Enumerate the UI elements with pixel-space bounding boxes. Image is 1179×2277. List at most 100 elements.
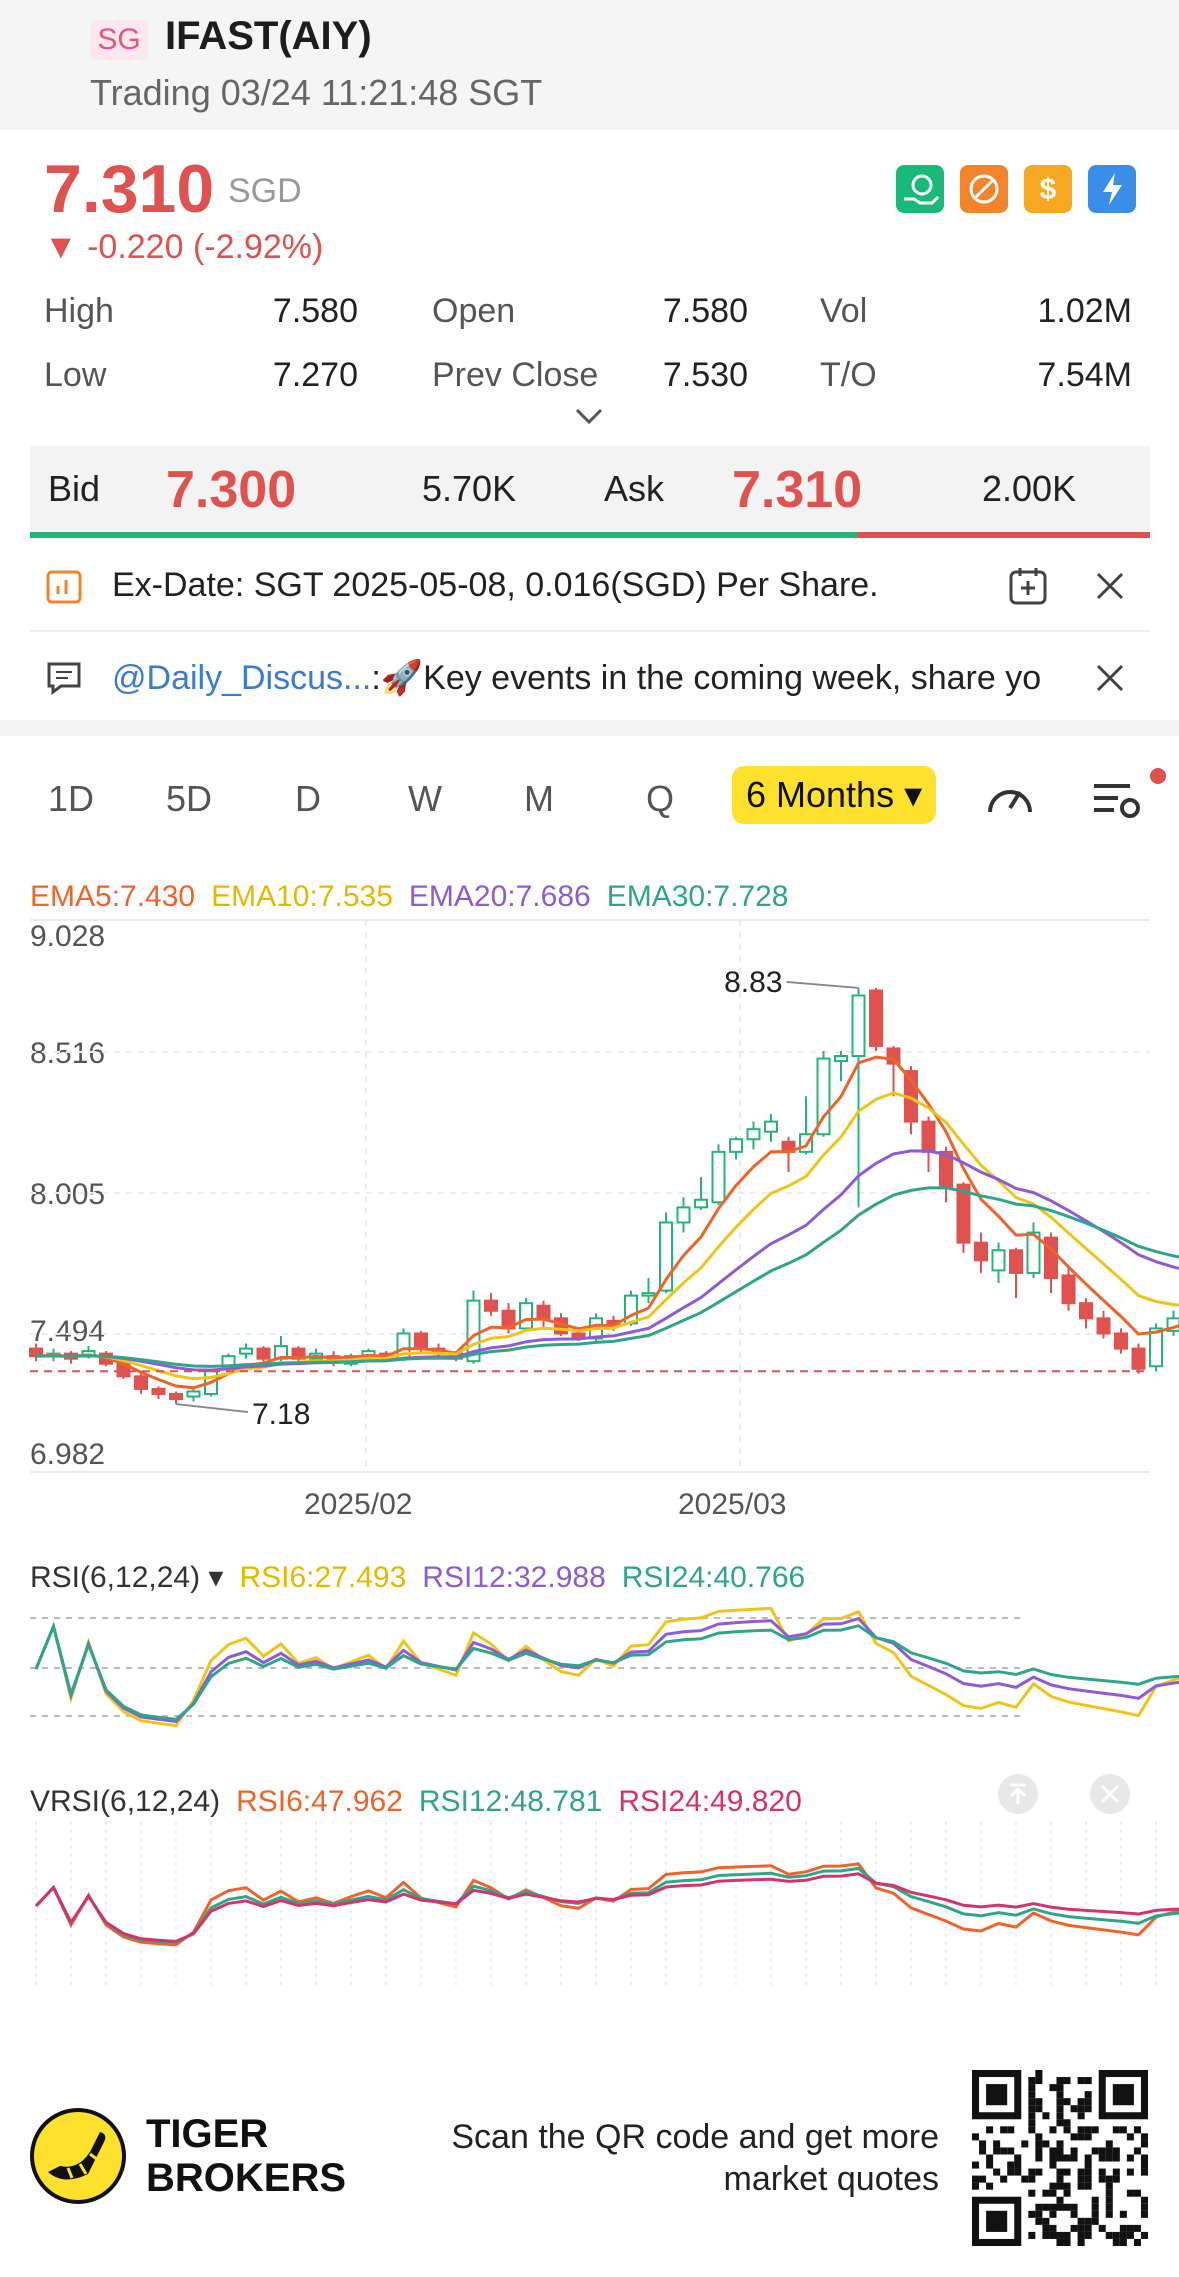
close-panel-icon[interactable]	[1088, 1772, 1132, 1816]
qr-module	[1070, 2203, 1078, 2211]
qr-module	[1049, 2084, 1057, 2092]
qr-module	[1119, 2126, 1127, 2134]
qr-module	[1077, 2182, 1085, 2190]
qr-module	[1049, 2126, 1057, 2134]
bid-price: 7.300	[166, 461, 297, 519]
pin-top-icon[interactable]	[996, 1772, 1040, 1816]
qr-module	[1056, 2196, 1064, 2204]
qr-module	[1112, 2126, 1120, 2134]
qr-module	[1028, 2175, 1036, 2183]
qr-module	[1035, 2154, 1043, 2162]
qr-module	[1049, 2231, 1057, 2239]
tab-6-months[interactable]: 6 Months ▾	[732, 766, 937, 824]
qr-module	[1126, 2168, 1134, 2176]
candle	[956, 1183, 971, 1244]
chart-settings-icon[interactable]	[1090, 772, 1146, 828]
qr-code	[972, 2070, 1148, 2246]
qr-module	[1042, 2224, 1050, 2232]
candle	[764, 1120, 778, 1133]
ema5-legend: EMA5:7.430	[30, 880, 196, 913]
candle	[1131, 1347, 1146, 1370]
calendar-add-icon[interactable]	[1006, 564, 1050, 608]
qr-module	[1063, 2126, 1071, 2134]
chevron-down-icon[interactable]	[574, 404, 604, 428]
qr-module	[1021, 2140, 1029, 2148]
candle	[1026, 1231, 1041, 1274]
vrsi12-legend: RSI12:48.781	[418, 1785, 603, 1818]
qr-module	[1133, 2189, 1141, 2197]
tab-w[interactable]: W	[408, 778, 442, 819]
tab-m[interactable]: M	[524, 778, 554, 819]
qr-module	[1077, 2077, 1085, 2085]
candle	[1009, 1249, 1023, 1274]
open-label: Open	[432, 292, 516, 330]
qr-module	[1119, 2210, 1127, 2218]
lightning-icon[interactable]	[1088, 165, 1136, 213]
speedometer-icon[interactable]	[982, 772, 1038, 828]
svg-text:$: $	[1040, 173, 1057, 206]
no-commission-icon[interactable]	[960, 165, 1008, 213]
dollar-icon[interactable]: $	[1024, 165, 1072, 213]
close-icon[interactable]	[1090, 658, 1130, 698]
qr-module	[1112, 2168, 1120, 2176]
candle	[1096, 1317, 1111, 1335]
qr-module	[1056, 2203, 1064, 2211]
qr-module	[1042, 2203, 1050, 2211]
qr-module	[1105, 2196, 1113, 2204]
discussion-notice[interactable]: @Daily_Discus...:🚀Key events in the comi…	[30, 632, 1150, 724]
candle	[746, 1128, 761, 1141]
candle	[711, 1150, 726, 1204]
qr-module	[1000, 2147, 1008, 2155]
qr-module	[1140, 2168, 1148, 2176]
qr-module	[1084, 2091, 1092, 2099]
rsi-title[interactable]: RSI(6,12,24) ▾	[30, 1561, 224, 1594]
candle	[1079, 1302, 1093, 1320]
discussion-user-link[interactable]: @Daily_Discus...	[112, 659, 372, 697]
qr-module	[1105, 2203, 1113, 2211]
rsi12-legend: RSI12:32.988	[422, 1561, 606, 1594]
period-tabs: 1D 5D D W M Q 6 Months ▾	[0, 750, 1179, 846]
qr-module	[1056, 2119, 1064, 2127]
discussion-text: @Daily_Discus...:🚀Key events in the comi…	[112, 658, 1102, 698]
cash-icon[interactable]	[896, 165, 944, 213]
vol-value: 1.02M	[1037, 292, 1133, 330]
qr-finder	[986, 2210, 1008, 2232]
qr-module	[1035, 2147, 1043, 2155]
qr-module	[1126, 2189, 1134, 2197]
qr-module	[1084, 2077, 1092, 2085]
prev-close-value: 7.530	[662, 356, 748, 394]
annotation-label: 7.18	[252, 1398, 310, 1431]
candle	[991, 1249, 1006, 1272]
qr-module	[1126, 2133, 1134, 2141]
exdate-notice[interactable]: Ex-Date: SGT 2025-05-08, 0.016(SGD) Per …	[30, 540, 1150, 632]
qr-module	[1056, 2140, 1064, 2148]
tab-q[interactable]: Q	[646, 778, 675, 819]
qr-module	[1091, 2196, 1099, 2204]
y-tick-label: 8.005	[30, 1178, 106, 1211]
candle	[974, 1241, 988, 1262]
qr-module	[1035, 2168, 1043, 2176]
tab-d[interactable]: D	[295, 778, 321, 819]
qr-module	[1063, 2154, 1071, 2162]
qr-module	[1084, 2224, 1092, 2232]
tab-1d[interactable]: 1D	[48, 778, 95, 819]
ema20-legend: EMA20:7.686	[408, 880, 591, 913]
bid-label: Bid	[48, 468, 101, 509]
qr-module	[1063, 2231, 1071, 2239]
close-icon[interactable]	[1090, 566, 1130, 606]
qr-module	[1077, 2224, 1085, 2232]
qr-module	[1105, 2140, 1113, 2148]
qr-module	[1077, 2238, 1085, 2246]
qr-finder	[1112, 2084, 1134, 2106]
rsi-legend[interactable]: RSI(6,12,24) ▾ RSI6:27.493 RSI12:32.988 RSI…	[30, 1560, 821, 1595]
prev-close-label: Prev Close	[432, 356, 599, 394]
qr-module	[1035, 2140, 1043, 2148]
vrsi24-legend: RSI24:49.820	[618, 1785, 802, 1818]
tab-5d[interactable]: 5D	[166, 778, 213, 819]
qr-module	[1056, 2077, 1064, 2085]
qr-module	[1077, 2112, 1085, 2120]
qr-module	[1000, 2126, 1008, 2134]
currency: SGD	[228, 172, 302, 210]
qr-module	[986, 2161, 994, 2169]
